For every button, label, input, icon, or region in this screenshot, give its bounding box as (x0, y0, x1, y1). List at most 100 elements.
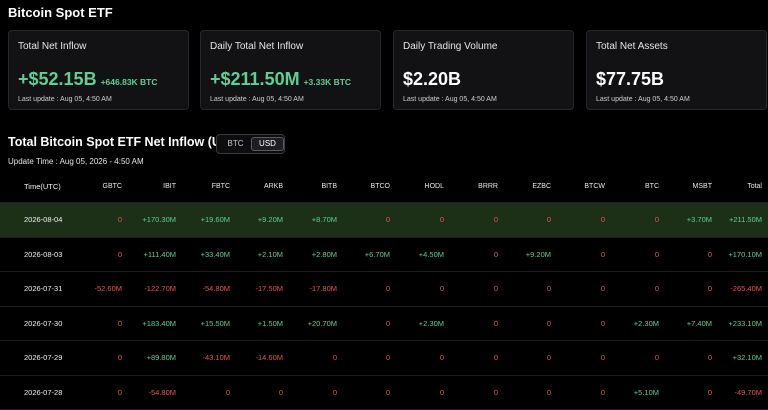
summary-card: Total Net Assets $77.75B Last update : Aug… (586, 30, 767, 110)
value-cell: +8.70M (312, 203, 337, 237)
card-value-line: +$211.50M +3.33K BTC (210, 69, 351, 90)
column-header: BITB (321, 170, 337, 202)
value-cell: 0 (386, 307, 390, 341)
card-value: +$211.50M (210, 69, 300, 89)
value-cell: 0 (655, 238, 659, 272)
card-sub-value: +646.83K BTC (101, 77, 158, 87)
page-title: Bitcoin Spot ETF (8, 5, 113, 20)
value-cell: +211.50M (729, 203, 762, 237)
value-cell: 0 (547, 203, 551, 237)
usd-toggle-button[interactable]: USD (251, 137, 284, 151)
value-cell: 0 (708, 238, 712, 272)
value-cell: 0 (118, 238, 122, 272)
currency-toggle: BTC USD (216, 134, 285, 154)
value-cell: 0 (494, 341, 498, 375)
value-cell: +170.10M (728, 238, 762, 272)
value-cell: 0 (440, 272, 444, 306)
card-value-line: $2.20B (403, 69, 461, 90)
value-cell: 0 (601, 341, 605, 375)
value-cell: +7.40M (687, 307, 712, 341)
value-cell: 0 (708, 272, 712, 306)
value-cell: 0 (601, 272, 605, 306)
card-value: +$52.15B (18, 69, 97, 89)
value-cell: 0 (547, 307, 551, 341)
table-row[interactable]: 2026-07-31-52.60M-122.70M-54.80M-17.50M-… (0, 272, 768, 307)
value-cell: +2.80M (312, 238, 337, 272)
value-cell: +4.50M (419, 238, 444, 272)
value-cell: +2.30M (634, 307, 659, 341)
value-cell: +9.20M (258, 203, 283, 237)
value-cell: 0 (386, 203, 390, 237)
value-cell: +3.70M (687, 203, 712, 237)
card-title: Daily Trading Volume (403, 41, 498, 52)
value-cell: 0 (655, 341, 659, 375)
card-last-update: Last update : Aug 05, 4:50 AM (210, 96, 304, 103)
column-header: EZBC (532, 170, 551, 202)
value-cell: +111.40M (144, 238, 176, 272)
value-cell: -54.80M (202, 272, 230, 306)
card-value-line: +$52.15B +646.83K BTC (18, 69, 158, 90)
value-cell: -52.60M (94, 272, 122, 306)
value-cell: 0 (547, 341, 551, 375)
value-cell: +15.50M (201, 307, 230, 341)
column-header: Total (747, 170, 762, 202)
value-cell: 0 (655, 272, 659, 306)
column-header: Time(UTC) (24, 170, 61, 202)
value-cell: -43.10M (202, 341, 230, 375)
card-value-line: $77.75B (596, 69, 664, 90)
column-header: ARKB (264, 170, 283, 202)
date-cell: 2026-07-30 (24, 307, 62, 341)
card-title: Total Net Inflow (18, 41, 86, 52)
value-cell: 0 (494, 272, 498, 306)
value-cell: -17.80M (309, 272, 337, 306)
value-cell: 0 (494, 203, 498, 237)
value-cell: 0 (386, 376, 390, 410)
value-cell: -14.60M (255, 341, 283, 375)
value-cell: +19.60M (201, 203, 230, 237)
value-cell: -265.40M (730, 272, 762, 306)
date-cell: 2026-07-29 (24, 341, 62, 375)
value-cell: 0 (494, 307, 498, 341)
column-header: HODL (425, 170, 444, 202)
value-cell: -54.80M (148, 376, 176, 410)
column-header: BRRR (478, 170, 498, 202)
value-cell: 0 (226, 376, 230, 410)
date-cell: 2026-08-03 (24, 238, 62, 272)
card-title: Total Net Assets (596, 41, 668, 52)
value-cell: +233.10M (728, 307, 762, 341)
value-cell: 0 (708, 341, 712, 375)
column-header: GBTC (103, 170, 122, 202)
value-cell: 0 (118, 341, 122, 375)
value-cell: 0 (440, 376, 444, 410)
value-cell: +2.30M (419, 307, 444, 341)
value-cell: 0 (386, 341, 390, 375)
card-value: $77.75B (596, 69, 664, 89)
value-cell: +32.10M (733, 341, 762, 375)
value-cell: +33.40M (201, 238, 230, 272)
value-cell: 0 (494, 376, 498, 410)
value-cell: 0 (279, 376, 283, 410)
date-cell: 2026-07-28 (24, 376, 62, 410)
summary-card: Daily Trading Volume $2.20B Last update : … (393, 30, 574, 110)
btc-toggle-button[interactable]: BTC (220, 137, 251, 151)
value-cell: 0 (118, 203, 122, 237)
value-cell: 0 (118, 376, 122, 410)
column-header: IBIT (163, 170, 176, 202)
card-last-update: Last update : Aug 05, 4:50 AM (596, 96, 690, 103)
value-cell: +9.20M (526, 238, 551, 272)
card-last-update: Last update : Aug 05, 4:50 AM (403, 96, 497, 103)
summary-card: Daily Total Net Inflow+$211.50M+3.33K BT… (200, 30, 381, 110)
card-sub-value: +3.33K BTC (304, 77, 351, 87)
value-cell: +170.30M (142, 203, 176, 237)
column-header: FBTC (212, 170, 230, 202)
date-cell: 2026-07-31 (24, 272, 62, 306)
value-cell: -17.50M (255, 272, 283, 306)
value-cell: 0 (708, 376, 712, 410)
